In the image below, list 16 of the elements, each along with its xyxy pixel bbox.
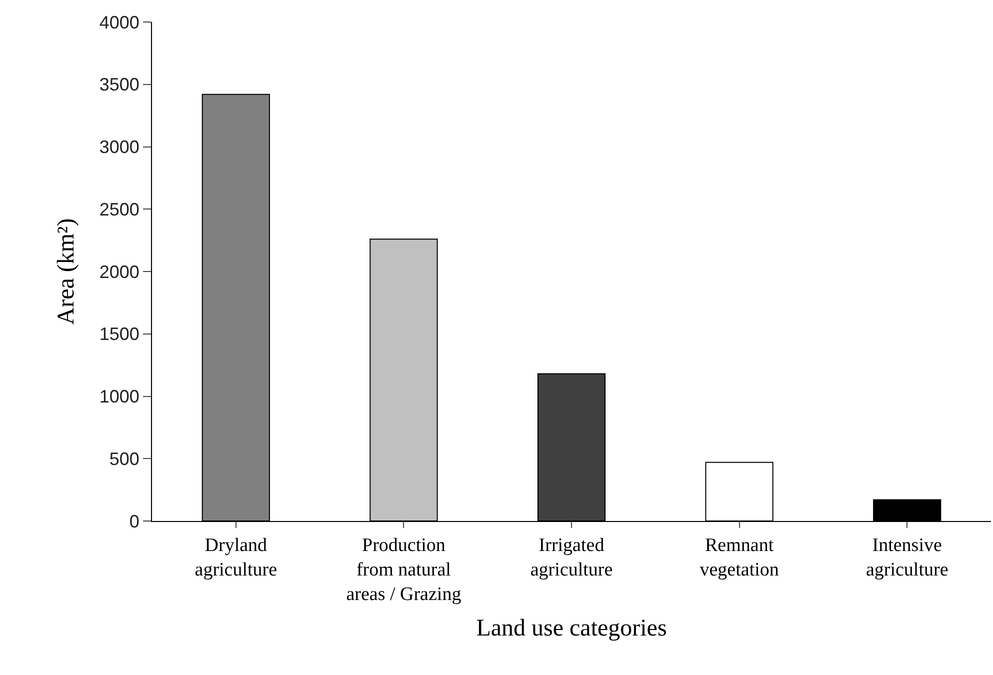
y-tick-label: 500	[109, 448, 140, 469]
y-tick-label: 0	[129, 511, 140, 532]
y-tick-label: 2500	[99, 199, 140, 220]
x-tick-label: Intensive agriculture	[866, 534, 948, 580]
y-tick-label: 3500	[99, 74, 140, 95]
x-tick-label: Remnant vegetation	[700, 534, 780, 580]
y-tick-label: 1000	[99, 386, 140, 407]
y-tick-label: 3000	[99, 137, 140, 158]
x-tick-label: Irrigated agriculture	[530, 534, 613, 580]
x-tick-label: Production from natural areas / Grazing	[346, 534, 462, 606]
y-axis-title: Area (km²)	[53, 218, 80, 325]
x-tick-label: Dryland agriculture	[194, 534, 278, 580]
y-tick-label: 1500	[99, 324, 140, 344]
y-tick-label: 4000	[99, 12, 140, 32]
x-axis-title: Land use categories	[476, 616, 667, 642]
y-tick-label: 2000	[99, 262, 140, 282]
